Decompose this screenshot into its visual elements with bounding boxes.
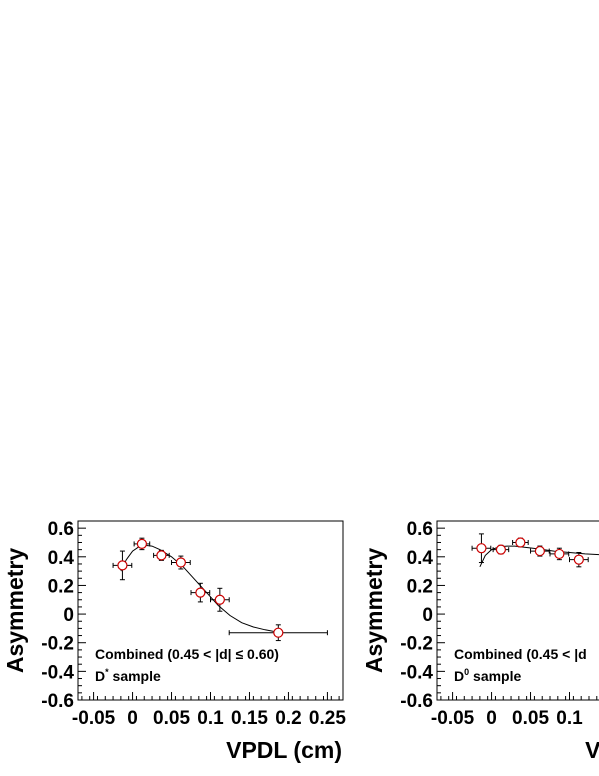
marker	[136, 538, 148, 550]
marker	[534, 545, 545, 557]
annotation-sample-text: sample	[109, 668, 161, 684]
annotation-particle: D	[454, 668, 464, 684]
annotation-particle: D	[95, 668, 105, 684]
y-tick-label: 0.4	[407, 548, 434, 569]
data-point	[190, 582, 211, 603]
data-point	[210, 587, 230, 612]
x-tick-label: 0.05	[512, 708, 549, 729]
y-tick-label: 0.6	[48, 519, 74, 540]
x-tick-label: 0	[127, 708, 138, 729]
annotation-superscript: *	[105, 667, 109, 677]
left-panel: -0.05 0 0.05 0.1 0.15 0.2 0.25 0.6 0.4 0.2 0 -0.2 -0…	[2, 519, 346, 763]
x-tick-label: -0.05	[431, 708, 475, 729]
y-tick-label: -0.2	[400, 634, 433, 655]
y-tick-label: -0.6	[41, 691, 74, 712]
data-point	[471, 533, 492, 564]
annotation-line2: D* sample	[95, 667, 161, 684]
right-panel: -0.05 0 0.05 0.1 0.6 0.4 0.2 0 -0.2 -0.4 -0.6 VPDL …	[361, 519, 599, 763]
annotation-superscript: 0	[464, 667, 469, 677]
y-tick-label: 0	[422, 605, 433, 626]
y-tick-label: 0.4	[48, 548, 75, 569]
fit-curve	[120, 544, 281, 633]
y-tick-label: -0.6	[400, 691, 433, 712]
y-tick-label: -0.4	[41, 662, 74, 683]
y-axis-title: Asymmetry	[2, 548, 28, 673]
marker	[273, 627, 284, 638]
x-tick-label: 0.1	[197, 708, 224, 729]
data-point	[171, 555, 191, 570]
y-tick-label: 0.2	[48, 576, 74, 597]
annotation-sample-text: sample	[469, 668, 521, 684]
y-tick-label: 0.6	[407, 519, 433, 540]
x-axis-title: VPDL (cm)	[585, 737, 599, 763]
data-point	[112, 550, 133, 581]
marker	[214, 594, 225, 605]
y-tick-label: 0.2	[407, 576, 433, 597]
y-tick-label: -0.2	[41, 634, 74, 655]
x-tick-label: 0.05	[153, 708, 190, 729]
y-axis-title: Asymmetry	[361, 548, 387, 673]
x-tick-label: -0.05	[72, 708, 116, 729]
data-point	[153, 549, 170, 561]
data-point	[530, 545, 550, 557]
data-point	[492, 544, 510, 555]
marker	[117, 560, 128, 571]
data-point	[569, 552, 589, 568]
data-point	[549, 547, 570, 561]
marker	[573, 554, 584, 565]
x-axis-title: VPDL (cm)	[226, 737, 342, 763]
marker	[195, 587, 206, 598]
x-tick-label: 0.1	[556, 708, 583, 729]
x-tick-label: 0	[486, 708, 497, 729]
marker	[175, 557, 186, 568]
marker	[495, 544, 507, 555]
data-point	[133, 537, 151, 551]
data-point	[228, 624, 328, 642]
y-tick-label: 0	[63, 605, 74, 626]
x-tick-label: 0.2	[275, 708, 301, 729]
y-tick-label: -0.4	[400, 662, 433, 683]
annotation-line1: Combined (0.45 < |d| ≤ 0.60)	[95, 646, 279, 662]
x-tick-label: 0.25	[309, 708, 346, 729]
marker	[554, 548, 565, 560]
marker	[156, 550, 167, 561]
data-point	[512, 537, 529, 548]
marker	[515, 537, 526, 548]
x-tick-label: 0.15	[231, 708, 268, 729]
annotation-line1: Combined (0.45 < |d	[454, 646, 587, 662]
marker	[476, 543, 487, 554]
annotation-line2: D0 sample	[454, 667, 521, 684]
